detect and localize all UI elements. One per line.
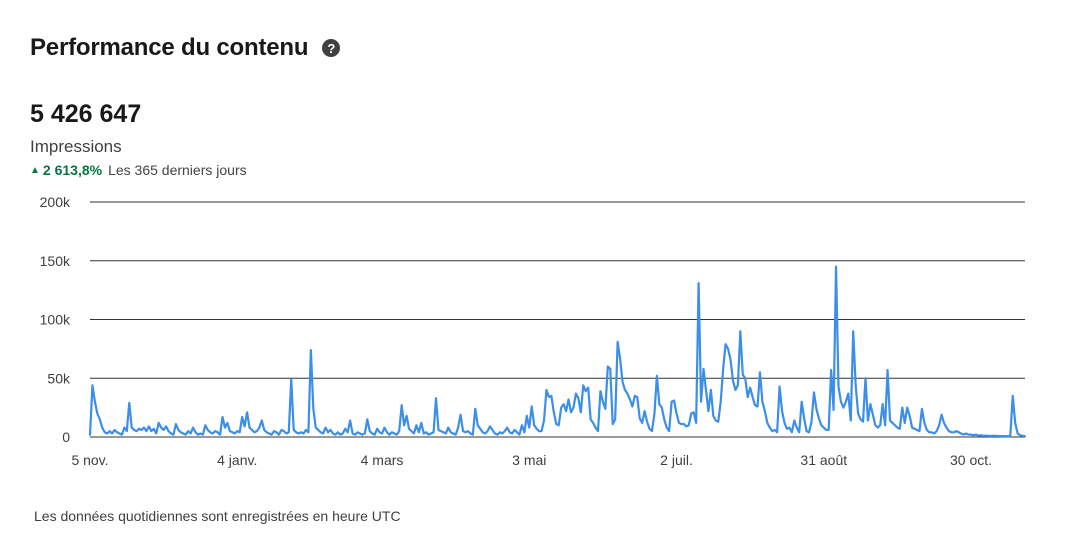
y-tick-label: 150k [40,253,71,269]
y-tick-label: 0 [62,429,70,445]
x-tick-label: 30 oct. [950,452,992,468]
card-header: Performance du contenu ? [30,34,341,62]
page-title: Performance du contenu [30,34,309,61]
period-label: Les 365 derniers jours [108,162,247,178]
x-tick-label: 5 nov. [71,452,108,468]
impressions-line-chart[interactable]: 0 50k 100k 150k 200k 5 nov. 4 janv. 4 mars 3 mai… [0,188,1075,478]
impressions-label: Impressions [30,137,122,156]
x-tick-label: 4 janv. [217,452,257,468]
impressions-value: 5 426 647 [30,100,142,128]
x-tick-label: 2 juil. [660,452,693,468]
footnote: Les données quotidiennes sont enregistré… [34,508,401,524]
y-tick-label: 100k [40,312,71,328]
impressions-series-line [88,265,1027,438]
y-tick-label: 200k [40,194,71,210]
x-tick-label: 4 mars [361,452,404,468]
help-icon[interactable]: ? [322,39,341,57]
change-row: ▲ 2 613,8% Les 365 derniers jours [30,162,247,178]
y-tick-label: 50k [47,370,71,386]
change-value: 2 613,8% [42,162,103,178]
trend-up-icon: ▲ [30,164,40,176]
x-tick-label: 31 août [800,452,847,468]
x-tick-label: 3 mai [512,452,546,468]
